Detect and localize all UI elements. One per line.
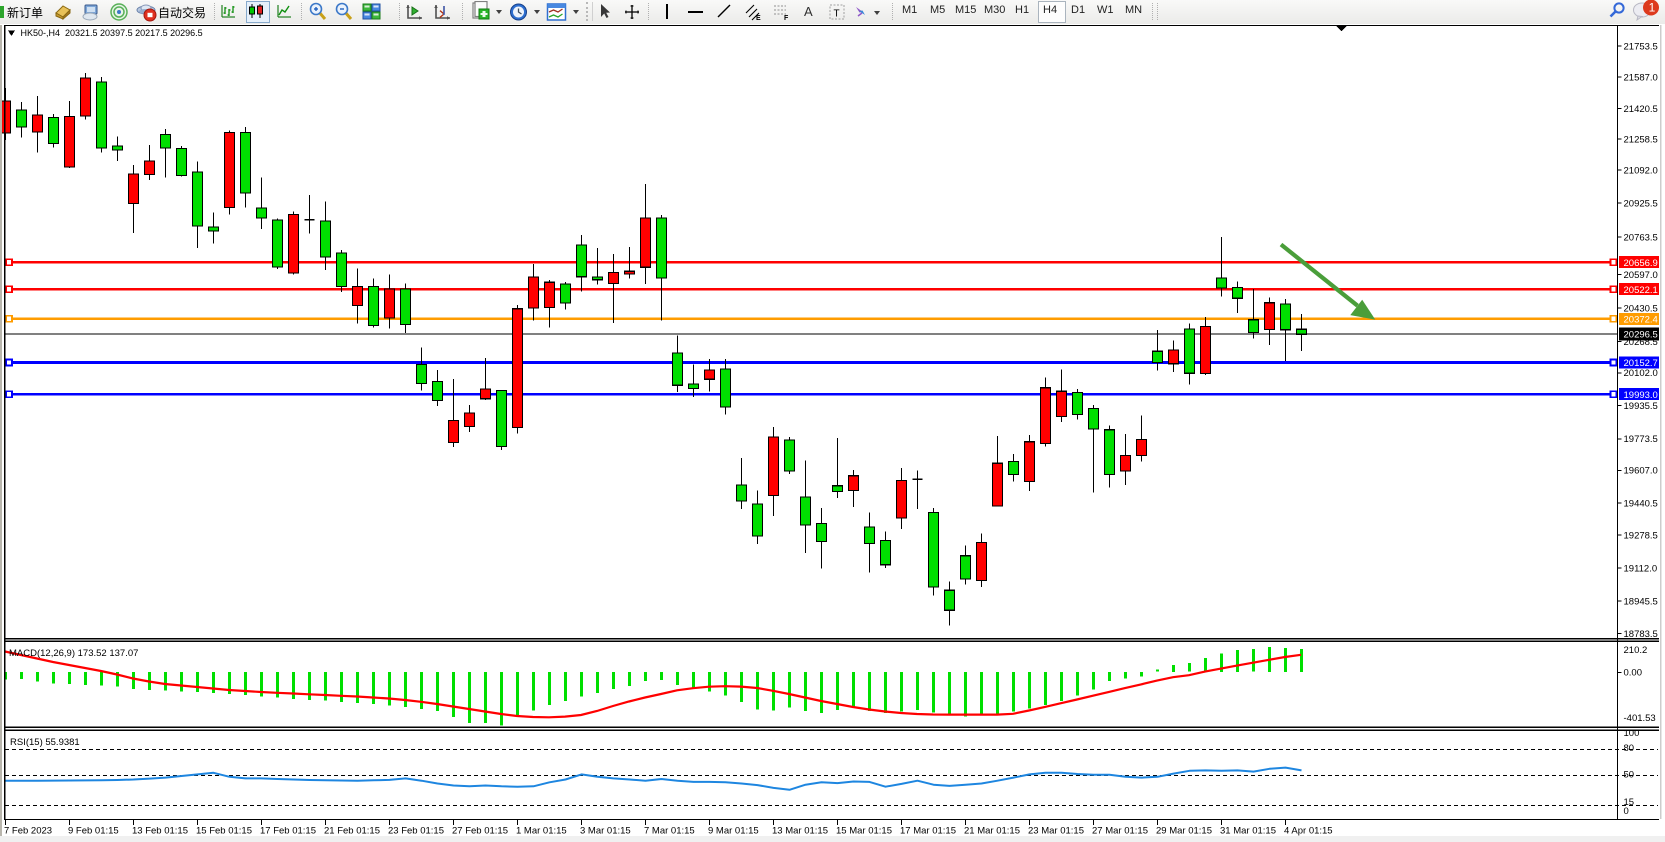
svg-text:31 Mar 01:15: 31 Mar 01:15 [1220,826,1276,837]
svg-text:20522.1: 20522.1 [1624,285,1658,296]
svg-text:19440.5: 19440.5 [1624,498,1658,509]
svg-text:20597.0: 20597.0 [1624,270,1658,281]
svg-text:T: T [834,9,840,20]
svg-text:0.00: 0.00 [1624,668,1643,679]
svg-text:7 Mar 01:15: 7 Mar 01:15 [644,826,695,837]
svg-text:80: 80 [1624,743,1635,754]
svg-text:9 Feb 01:15: 9 Feb 01:15 [68,826,119,837]
svg-text:RSI(15) 55.9381: RSI(15) 55.9381 [10,737,80,748]
svg-text:27 Feb 01:15: 27 Feb 01:15 [452,826,508,837]
svg-text:MACD(12,26,9) 173.52 137.07: MACD(12,26,9) 173.52 137.07 [9,648,138,659]
svg-text:20656.9: 20656.9 [1624,258,1658,269]
svg-text:F: F [784,15,789,21]
svg-text:20372.4: 20372.4 [1624,314,1658,325]
svg-text:20763.5: 20763.5 [1624,232,1658,243]
svg-text:15: 15 [1624,797,1635,808]
svg-text:15 Mar 01:15: 15 Mar 01:15 [836,826,892,837]
svg-text:15 Feb 01:15: 15 Feb 01:15 [196,826,252,837]
svg-text:17 Mar 01:15: 17 Mar 01:15 [900,826,956,837]
svg-text:100: 100 [1624,728,1640,739]
svg-text:18945.5: 18945.5 [1624,596,1658,607]
svg-text:21587.0: 21587.0 [1624,72,1658,83]
svg-text:13 Feb 01:15: 13 Feb 01:15 [132,826,188,837]
svg-text:23 Feb 01:15: 23 Feb 01:15 [388,826,444,837]
svg-text:9 Mar 01:15: 9 Mar 01:15 [708,826,759,837]
svg-text:13 Mar 01:15: 13 Mar 01:15 [772,826,828,837]
svg-text:19935.5: 19935.5 [1624,401,1658,412]
svg-text:20925.5: 20925.5 [1624,198,1658,209]
svg-text:18783.5: 18783.5 [1624,629,1658,640]
svg-text:29 Mar 01:15: 29 Mar 01:15 [1156,826,1212,837]
svg-text:19773.5: 19773.5 [1624,434,1658,445]
svg-text:210.2: 210.2 [1624,645,1648,656]
svg-text:17 Feb 01:15: 17 Feb 01:15 [260,826,316,837]
svg-text:E: E [756,15,761,21]
svg-text:21420.5: 21420.5 [1624,104,1658,115]
svg-text:3 Mar 01:15: 3 Mar 01:15 [580,826,631,837]
svg-text:21092.0: 21092.0 [1624,165,1658,176]
svg-text:27 Mar 01:15: 27 Mar 01:15 [1092,826,1148,837]
svg-text:19112.0: 19112.0 [1624,563,1658,574]
svg-text:0: 0 [1624,806,1629,817]
svg-text:21753.5: 21753.5 [1624,41,1658,52]
svg-text:20152.7: 20152.7 [1624,358,1658,369]
svg-text:19993.0: 19993.0 [1624,390,1658,401]
svg-text:20102.0: 20102.0 [1624,368,1658,379]
svg-text:1 Mar 01:15: 1 Mar 01:15 [516,826,567,837]
svg-text:-401.53: -401.53 [1624,713,1656,724]
svg-text:19607.0: 19607.0 [1624,466,1658,477]
svg-text:4 Apr 01:15: 4 Apr 01:15 [1284,826,1333,837]
svg-text:7 Feb 2023: 7 Feb 2023 [4,826,52,837]
svg-text:20268.5: 20268.5 [1624,337,1658,348]
svg-text:23 Mar 01:15: 23 Mar 01:15 [1028,826,1084,837]
svg-text:21 Mar 01:15: 21 Mar 01:15 [964,826,1020,837]
svg-text:20296.5: 20296.5 [1624,330,1658,341]
svg-text:50: 50 [1624,770,1635,781]
svg-text:1: 1 [1649,1,1656,15]
svg-text:19278.5: 19278.5 [1624,530,1658,541]
svg-text:HK50-,H4 20321.5 20397.5 2021: HK50-,H4 20321.5 20397.5 20217.5 20296.5 [21,28,203,38]
svg-text:21 Feb 01:15: 21 Feb 01:15 [324,826,380,837]
svg-text:20430.5: 20430.5 [1624,303,1658,314]
svg-text:21258.5: 21258.5 [1624,134,1658,145]
